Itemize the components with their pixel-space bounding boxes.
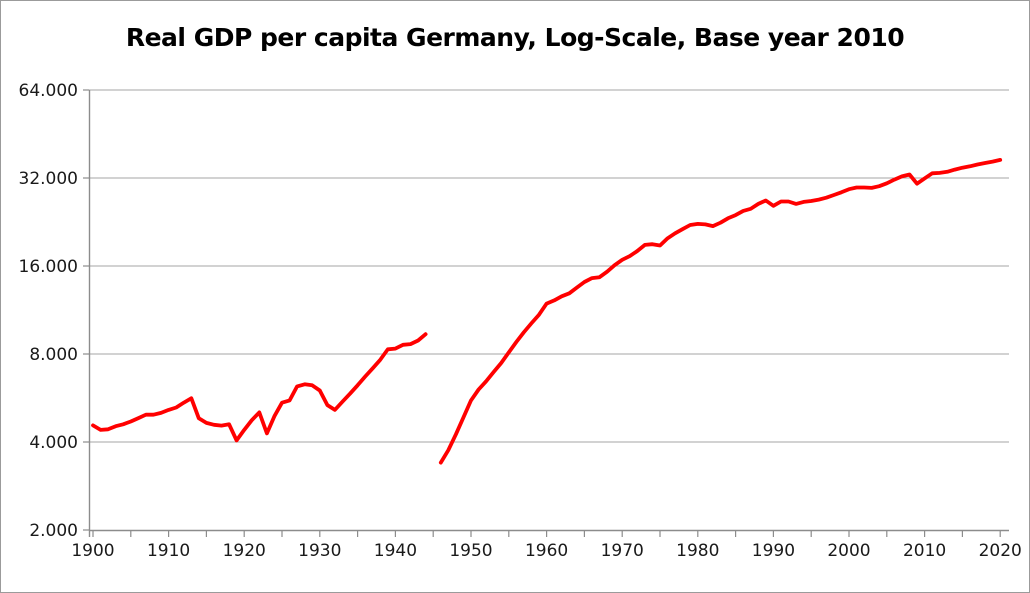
y-tick-label: 4.000 (29, 433, 78, 453)
y-tick-label: 64.000 (19, 81, 78, 101)
x-tick-label: 1940 (374, 541, 417, 561)
x-tick-label: 1950 (449, 541, 492, 561)
x-tick-label: 1960 (525, 541, 568, 561)
x-tick-label: 1990 (752, 541, 795, 561)
chart-title: Real GDP per capita Germany, Log-Scale, … (125, 23, 905, 52)
x-tick-label: 1930 (298, 541, 341, 561)
x-tick-label: 1920 (223, 541, 266, 561)
x-tick-label: 1910 (147, 541, 190, 561)
y-tick-label: 2.000 (29, 521, 78, 541)
x-tick-label: 1900 (71, 541, 114, 561)
x-tick-label: 1980 (676, 541, 719, 561)
x-tick-label: 2020 (979, 541, 1022, 561)
y-tick-label: 16.000 (19, 257, 78, 277)
series-line-1900-1944 (91, 332, 428, 443)
x-tick-label: 2000 (827, 541, 870, 561)
y-tick-label: 8.000 (29, 345, 78, 365)
x-tick-label: 1970 (601, 541, 644, 561)
series-line-1946-2020 (438, 157, 1003, 465)
x-tick-label: 2010 (903, 541, 946, 561)
y-tick-label: 32.000 (19, 169, 78, 189)
